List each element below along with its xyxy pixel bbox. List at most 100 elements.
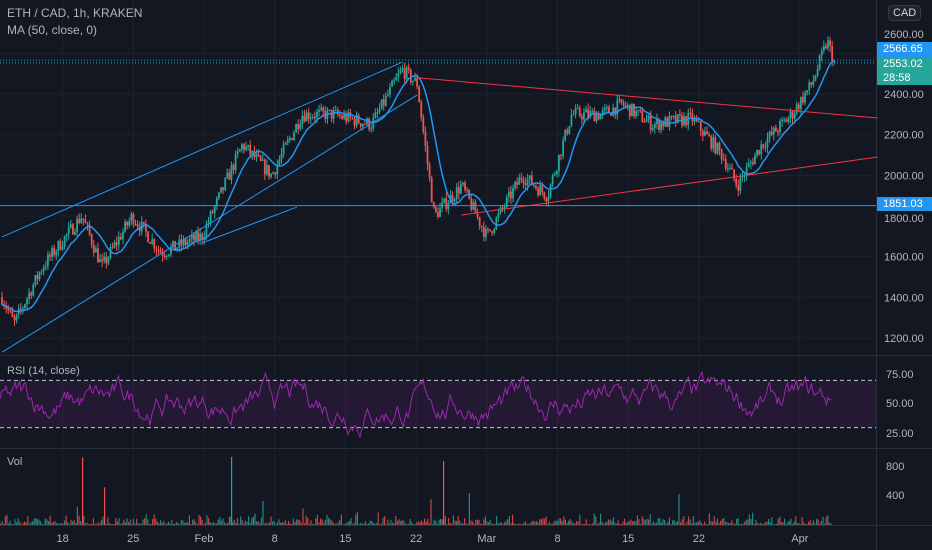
candle-body: [328, 109, 331, 111]
volume-bar: [470, 520, 472, 525]
volume-bar: [579, 514, 581, 525]
volume-bar: [748, 514, 750, 525]
volume-bar: [569, 519, 571, 525]
volume-bar: [488, 522, 490, 525]
volume-bar: [184, 522, 186, 525]
candle-body: [11, 310, 14, 318]
candle-body: [339, 114, 341, 116]
volume-bar: [484, 516, 486, 525]
candle-body: [737, 185, 740, 191]
volume-bar: [150, 523, 152, 525]
trendline: [461, 156, 878, 216]
volume-bar: [785, 523, 787, 525]
candle-body: [268, 165, 270, 177]
currency-button[interactable]: CAD: [888, 5, 922, 21]
volume-bar: [259, 523, 261, 525]
volume-bar: [374, 523, 376, 525]
candle-body: [639, 109, 642, 112]
candle-body: [167, 254, 170, 256]
candle-body: [453, 199, 456, 202]
candle-body: [5, 305, 8, 309]
candle-body: [818, 55, 821, 70]
candle-body: [136, 224, 139, 227]
candle-body: [197, 231, 199, 241]
volume-bar: [41, 524, 43, 525]
candle-body: [695, 118, 698, 122]
candle-body: [743, 175, 746, 177]
volume-bar: [686, 521, 688, 525]
volume-bar: [196, 524, 198, 525]
volume-bar: [19, 521, 21, 525]
volume-bar: [82, 457, 84, 525]
volume-bar: [782, 522, 784, 525]
trendline: [417, 77, 878, 119]
candle-body: [597, 114, 600, 120]
volume-bar: [254, 513, 256, 525]
volume-bar: [296, 519, 298, 525]
volume-bar: [345, 523, 347, 525]
volume-bar: [424, 518, 426, 525]
volume-bar: [57, 524, 59, 525]
volume-bar: [662, 519, 664, 525]
candle-body: [105, 256, 108, 264]
volume-bar: [491, 523, 493, 525]
volume-bar: [678, 494, 680, 525]
candle-body: [620, 99, 623, 103]
volume-bar: [592, 523, 594, 525]
candle-body: [270, 173, 272, 177]
volume-bar: [731, 520, 733, 525]
volume-bar: [352, 524, 354, 525]
volume-bar: [584, 523, 586, 525]
volume-bar: [231, 456, 233, 525]
volume-bar: [195, 521, 197, 525]
candle-body: [295, 124, 297, 133]
candle-body: [430, 177, 433, 203]
volume-bar: [556, 520, 558, 525]
volume-bar: [464, 518, 466, 525]
candle-body: [789, 111, 792, 118]
volume-bar: [188, 515, 190, 525]
volume-bar: [630, 519, 632, 525]
candle-body: [772, 127, 775, 135]
volume-bar: [376, 523, 378, 525]
volume-bar: [752, 512, 754, 525]
volume-bar: [212, 522, 214, 525]
candle-body: [731, 167, 733, 170]
candle-body: [699, 121, 702, 131]
candle-body: [708, 134, 710, 136]
volume-bar: [35, 517, 37, 525]
rsi-legend: RSI (14, close): [7, 365, 80, 377]
candle-body: [626, 104, 629, 106]
volume-bar: [625, 522, 627, 525]
pane-divider: [0, 448, 932, 449]
volume-bar: [417, 521, 419, 525]
candle-body: [122, 231, 124, 240]
volume-bar: [656, 522, 658, 525]
candle-body: [612, 107, 615, 116]
volume-bar: [744, 521, 746, 525]
volume-bar: [547, 524, 549, 525]
candle-body: [591, 110, 594, 112]
candle-body: [568, 126, 571, 134]
candle-body: [585, 109, 587, 113]
candle-body: [309, 117, 312, 119]
volume-bar: [460, 523, 462, 525]
price-tick-label: 1600.00: [884, 252, 924, 264]
candle-body: [774, 127, 777, 132]
candle-body: [99, 259, 101, 263]
volume-bar: [358, 524, 360, 525]
volume-bar: [604, 522, 606, 525]
candle-body: [24, 304, 26, 308]
volume-bar: [704, 521, 706, 525]
volume-bar: [214, 523, 216, 525]
candle-body: [762, 144, 765, 148]
volume-bar: [113, 523, 115, 525]
rsi-tick: 25.00: [886, 428, 914, 440]
volume-bar: [582, 523, 584, 525]
candle-body: [541, 185, 544, 193]
volume-bar: [201, 519, 203, 525]
volume-bar: [44, 518, 46, 525]
volume-bar: [22, 522, 24, 525]
volume-bar: [691, 523, 693, 525]
